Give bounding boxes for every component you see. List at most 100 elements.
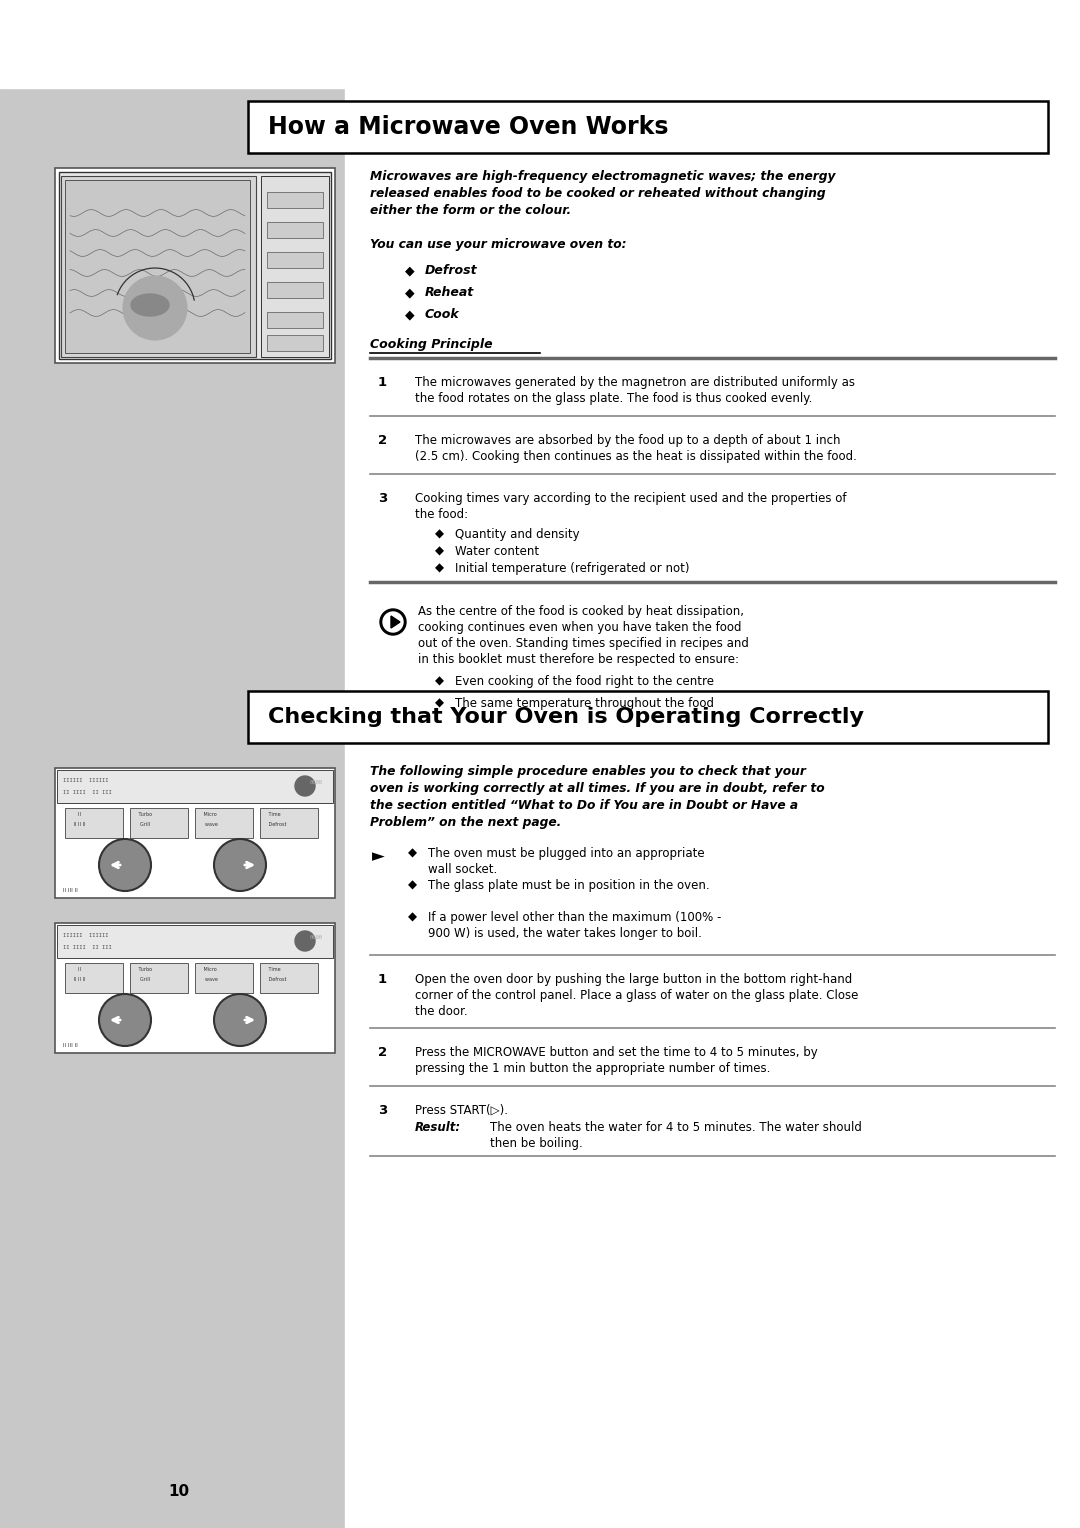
Text: Press START(▷).: Press START(▷). [415,1105,508,1117]
Text: How a Microwave Oven Works: How a Microwave Oven Works [268,115,669,139]
Bar [195,808,253,837]
Text: wave: wave [199,822,218,827]
Text: Time: Time [264,811,281,817]
Text: 2: 2 [378,434,387,448]
Circle shape [295,776,315,796]
Bar [267,312,323,329]
Text: Press the MICROWAVE button and set the time to 4 to 5 minutes, by: Press the MICROWAVE button and set the t… [415,1047,818,1059]
Text: then be boiling.: then be boiling. [490,1137,583,1151]
Bar [195,963,253,993]
Text: ◆: ◆ [405,264,415,277]
Text: oven is working correctly at all times. If you are in doubt, refer to: oven is working correctly at all times. … [370,782,825,795]
Text: 3: 3 [378,492,388,504]
Bar [0,0,345,1528]
Text: IIIIII  IIIIII: IIIIII IIIIII [63,934,108,938]
Text: Quantity and density: Quantity and density [455,529,580,541]
Text: ◆: ◆ [408,879,417,892]
Text: II: II [69,967,81,972]
Text: the food rotates on the glass plate. The food is thus cooked evenly.: the food rotates on the glass plate. The… [415,393,812,405]
Text: Cooking times vary according to the recipient used and the properties of: Cooking times vary according to the reci… [415,492,847,504]
Text: (2.5 cm). Cooking then continues as the heat is dissipated within the food.: (2.5 cm). Cooking then continues as the … [415,451,856,463]
Text: ►: ► [372,847,384,865]
Text: Problem” on the next page.: Problem” on the next page. [370,816,562,830]
Bar [261,176,329,358]
Text: pressing the 1 min button the appropriate number of times.: pressing the 1 min button the appropriat… [415,1062,770,1076]
Text: 1: 1 [378,973,387,986]
Circle shape [295,931,315,950]
Text: Water content: Water content [455,545,539,558]
Text: The glass plate must be in position in the oven.: The glass plate must be in position in t… [428,879,710,892]
Bar [65,963,123,993]
Text: The same temperature throughout the food: The same temperature throughout the food [455,697,714,711]
Text: Cook: Cook [426,309,460,321]
Text: II II II: II II II [69,976,85,983]
Text: Reheat: Reheat [426,286,474,299]
Bar [267,222,323,238]
Bar [0,0,1080,89]
Text: Initial temperature (refrigerated or not): Initial temperature (refrigerated or not… [455,562,689,575]
Ellipse shape [131,293,168,316]
Text: II II II: II II II [69,822,85,827]
Text: The oven heats the water for 4 to 5 minutes. The water should: The oven heats the water for 4 to 5 minu… [490,1122,862,1134]
Circle shape [99,995,151,1047]
Text: Cooking Principle: Cooking Principle [370,338,492,351]
Text: Defrost: Defrost [264,976,286,983]
Text: corner of the control panel. Place a glass of water on the glass plate. Close: corner of the control panel. Place a gla… [415,989,859,1002]
Text: ◆: ◆ [405,309,415,321]
Text: in this booklet must therefore be respected to ensure:: in this booklet must therefore be respec… [418,652,739,666]
Bar [267,193,323,208]
Text: 900 W) is used, the water takes longer to boil.: 900 W) is used, the water takes longer t… [428,927,702,940]
Text: released enables food to be cooked or reheated without changing: released enables food to be cooked or re… [370,186,825,200]
Bar [57,770,333,804]
Bar [55,923,335,1053]
Text: out of the oven. Standing times specified in recipes and: out of the oven. Standing times specifie… [418,637,748,649]
Bar [65,180,249,353]
Text: Time: Time [264,967,281,972]
Bar [59,173,330,359]
Text: II: II [69,811,81,817]
Bar [267,252,323,267]
Text: IIIIII  IIIIII: IIIIII IIIIII [63,778,108,782]
Bar [130,963,188,993]
Text: The microwaves are absorbed by the food up to a depth of about 1 inch: The microwaves are absorbed by the food … [415,434,840,448]
Bar [345,0,1080,1528]
Bar [260,808,318,837]
Text: Grill: Grill [134,976,150,983]
Bar [55,168,335,364]
Text: II III II: II III II [63,888,78,892]
Polygon shape [391,616,400,628]
Text: The microwaves generated by the magnetron are distributed uniformly as: The microwaves generated by the magnetro… [415,376,855,390]
Circle shape [123,277,187,341]
Text: The following simple procedure enables you to check that your: The following simple procedure enables y… [370,766,806,778]
Text: You can use your microwave oven to:: You can use your microwave oven to: [370,238,626,251]
Text: If a power level other than the maximum (100% -: If a power level other than the maximum … [428,911,721,924]
Text: the door.: the door. [415,1005,468,1018]
Text: Microwaves are high-frequency electromagnetic waves; the energy: Microwaves are high-frequency electromag… [370,170,836,183]
Text: ◆: ◆ [408,847,417,860]
Circle shape [214,839,266,891]
Text: ◆: ◆ [408,911,417,924]
Text: ◆: ◆ [435,545,444,558]
Circle shape [214,995,266,1047]
Circle shape [380,610,406,636]
Text: 10: 10 [168,1484,190,1499]
Bar [57,924,333,958]
Text: Even cooking of the food right to the centre: Even cooking of the food right to the ce… [455,675,714,688]
Text: II III II: II III II [63,1044,78,1048]
Circle shape [383,613,403,633]
Text: 1: 1 [378,376,387,390]
Text: 3: 3 [378,1105,388,1117]
Text: Result:: Result: [415,1122,461,1134]
Bar [65,808,123,837]
Text: Defrost: Defrost [426,264,477,277]
Text: Defrost: Defrost [264,822,286,827]
Text: Checking that Your Oven is Operating Correctly: Checking that Your Oven is Operating Cor… [268,707,864,727]
FancyBboxPatch shape [248,691,1048,743]
Bar [55,769,335,898]
Text: ◆: ◆ [435,562,444,575]
Text: wall socket.: wall socket. [428,863,497,876]
Text: II IIII  II III: II IIII II III [63,790,111,795]
Bar [267,335,323,351]
Text: cooking continues even when you have taken the food: cooking continues even when you have tak… [418,620,742,634]
Text: Open the oven door by pushing the large button in the bottom right-hand: Open the oven door by pushing the large … [415,973,852,986]
